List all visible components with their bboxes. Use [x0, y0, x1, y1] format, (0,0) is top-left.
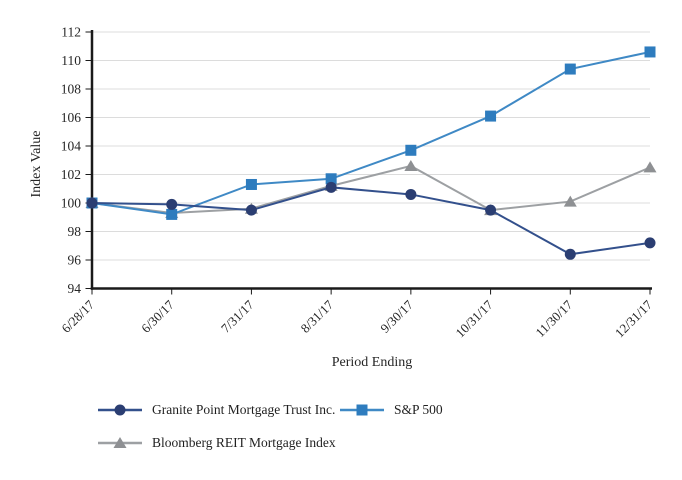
marker-square — [245, 178, 257, 190]
marker-circle — [405, 188, 417, 200]
y-tick-label: 100 — [61, 196, 82, 211]
series-line — [91, 164, 651, 214]
marker-triangle — [113, 437, 127, 448]
y-tick-label: 106 — [61, 110, 82, 125]
series-line — [91, 50, 651, 216]
x-tick-label: 12/31/17 — [612, 297, 656, 341]
marker-square — [166, 208, 178, 220]
y-tick-label: 110 — [61, 53, 81, 68]
y-tick-label: 104 — [61, 139, 82, 154]
marker-square — [356, 404, 368, 416]
x-axis-title: Period Ending — [331, 355, 413, 370]
marker-square — [564, 63, 576, 75]
marker-circle — [166, 198, 178, 210]
series-circle — [86, 181, 656, 260]
marker-circle — [564, 248, 576, 260]
legend-marker-triangle-icon — [98, 437, 142, 448]
marker-square — [485, 110, 497, 122]
legend-label: S&P 500 — [394, 402, 443, 417]
marker-square — [644, 46, 656, 58]
marker-square — [325, 173, 337, 185]
marker-circle — [86, 197, 98, 209]
marker-triangle — [563, 195, 577, 207]
marker-circle — [485, 204, 497, 216]
legend-label: Granite Point Mortgage Trust Inc. — [152, 402, 336, 417]
x-tick-label: 10/31/17 — [452, 297, 496, 341]
y-tick-label: 98 — [68, 224, 82, 239]
legend-marker-circle-icon — [98, 404, 142, 416]
legend-item-bloomberg-reit: Bloomberg REIT Mortgage Index — [97, 435, 336, 451]
marker-triangle — [404, 159, 418, 171]
legend-item-sp500: S&P 500 — [339, 402, 443, 418]
y-tick-label: 102 — [61, 167, 81, 182]
x-tick-label: 11/30/17 — [532, 297, 575, 340]
x-tick-label: 8/31/17 — [298, 297, 337, 336]
series-line — [91, 186, 651, 256]
y-tick-label: 94 — [68, 281, 82, 296]
marker-circle — [644, 237, 656, 249]
marker-circle — [325, 181, 337, 193]
x-tick-label: 6/28/17 — [58, 297, 97, 336]
legend-label: Bloomberg REIT Mortgage Index — [152, 435, 336, 450]
y-tick-label: 112 — [61, 25, 81, 40]
y-tick-label: 108 — [61, 82, 82, 97]
series-square — [86, 46, 656, 220]
legend-item-granite-point: Granite Point Mortgage Trust Inc. — [97, 402, 335, 418]
marker-triangle — [643, 161, 657, 173]
x-tick-label: 6/30/17 — [138, 297, 177, 336]
marker-circle — [245, 204, 257, 216]
legend-marker-square-icon — [340, 404, 384, 416]
y-axis-title: Index Value — [29, 130, 44, 198]
marker-square — [405, 144, 417, 156]
marker-circle — [114, 404, 126, 416]
x-tick-label: 9/30/17 — [377, 297, 416, 336]
x-tick-label: 7/31/17 — [218, 297, 257, 336]
y-tick-label: 96 — [68, 253, 82, 268]
